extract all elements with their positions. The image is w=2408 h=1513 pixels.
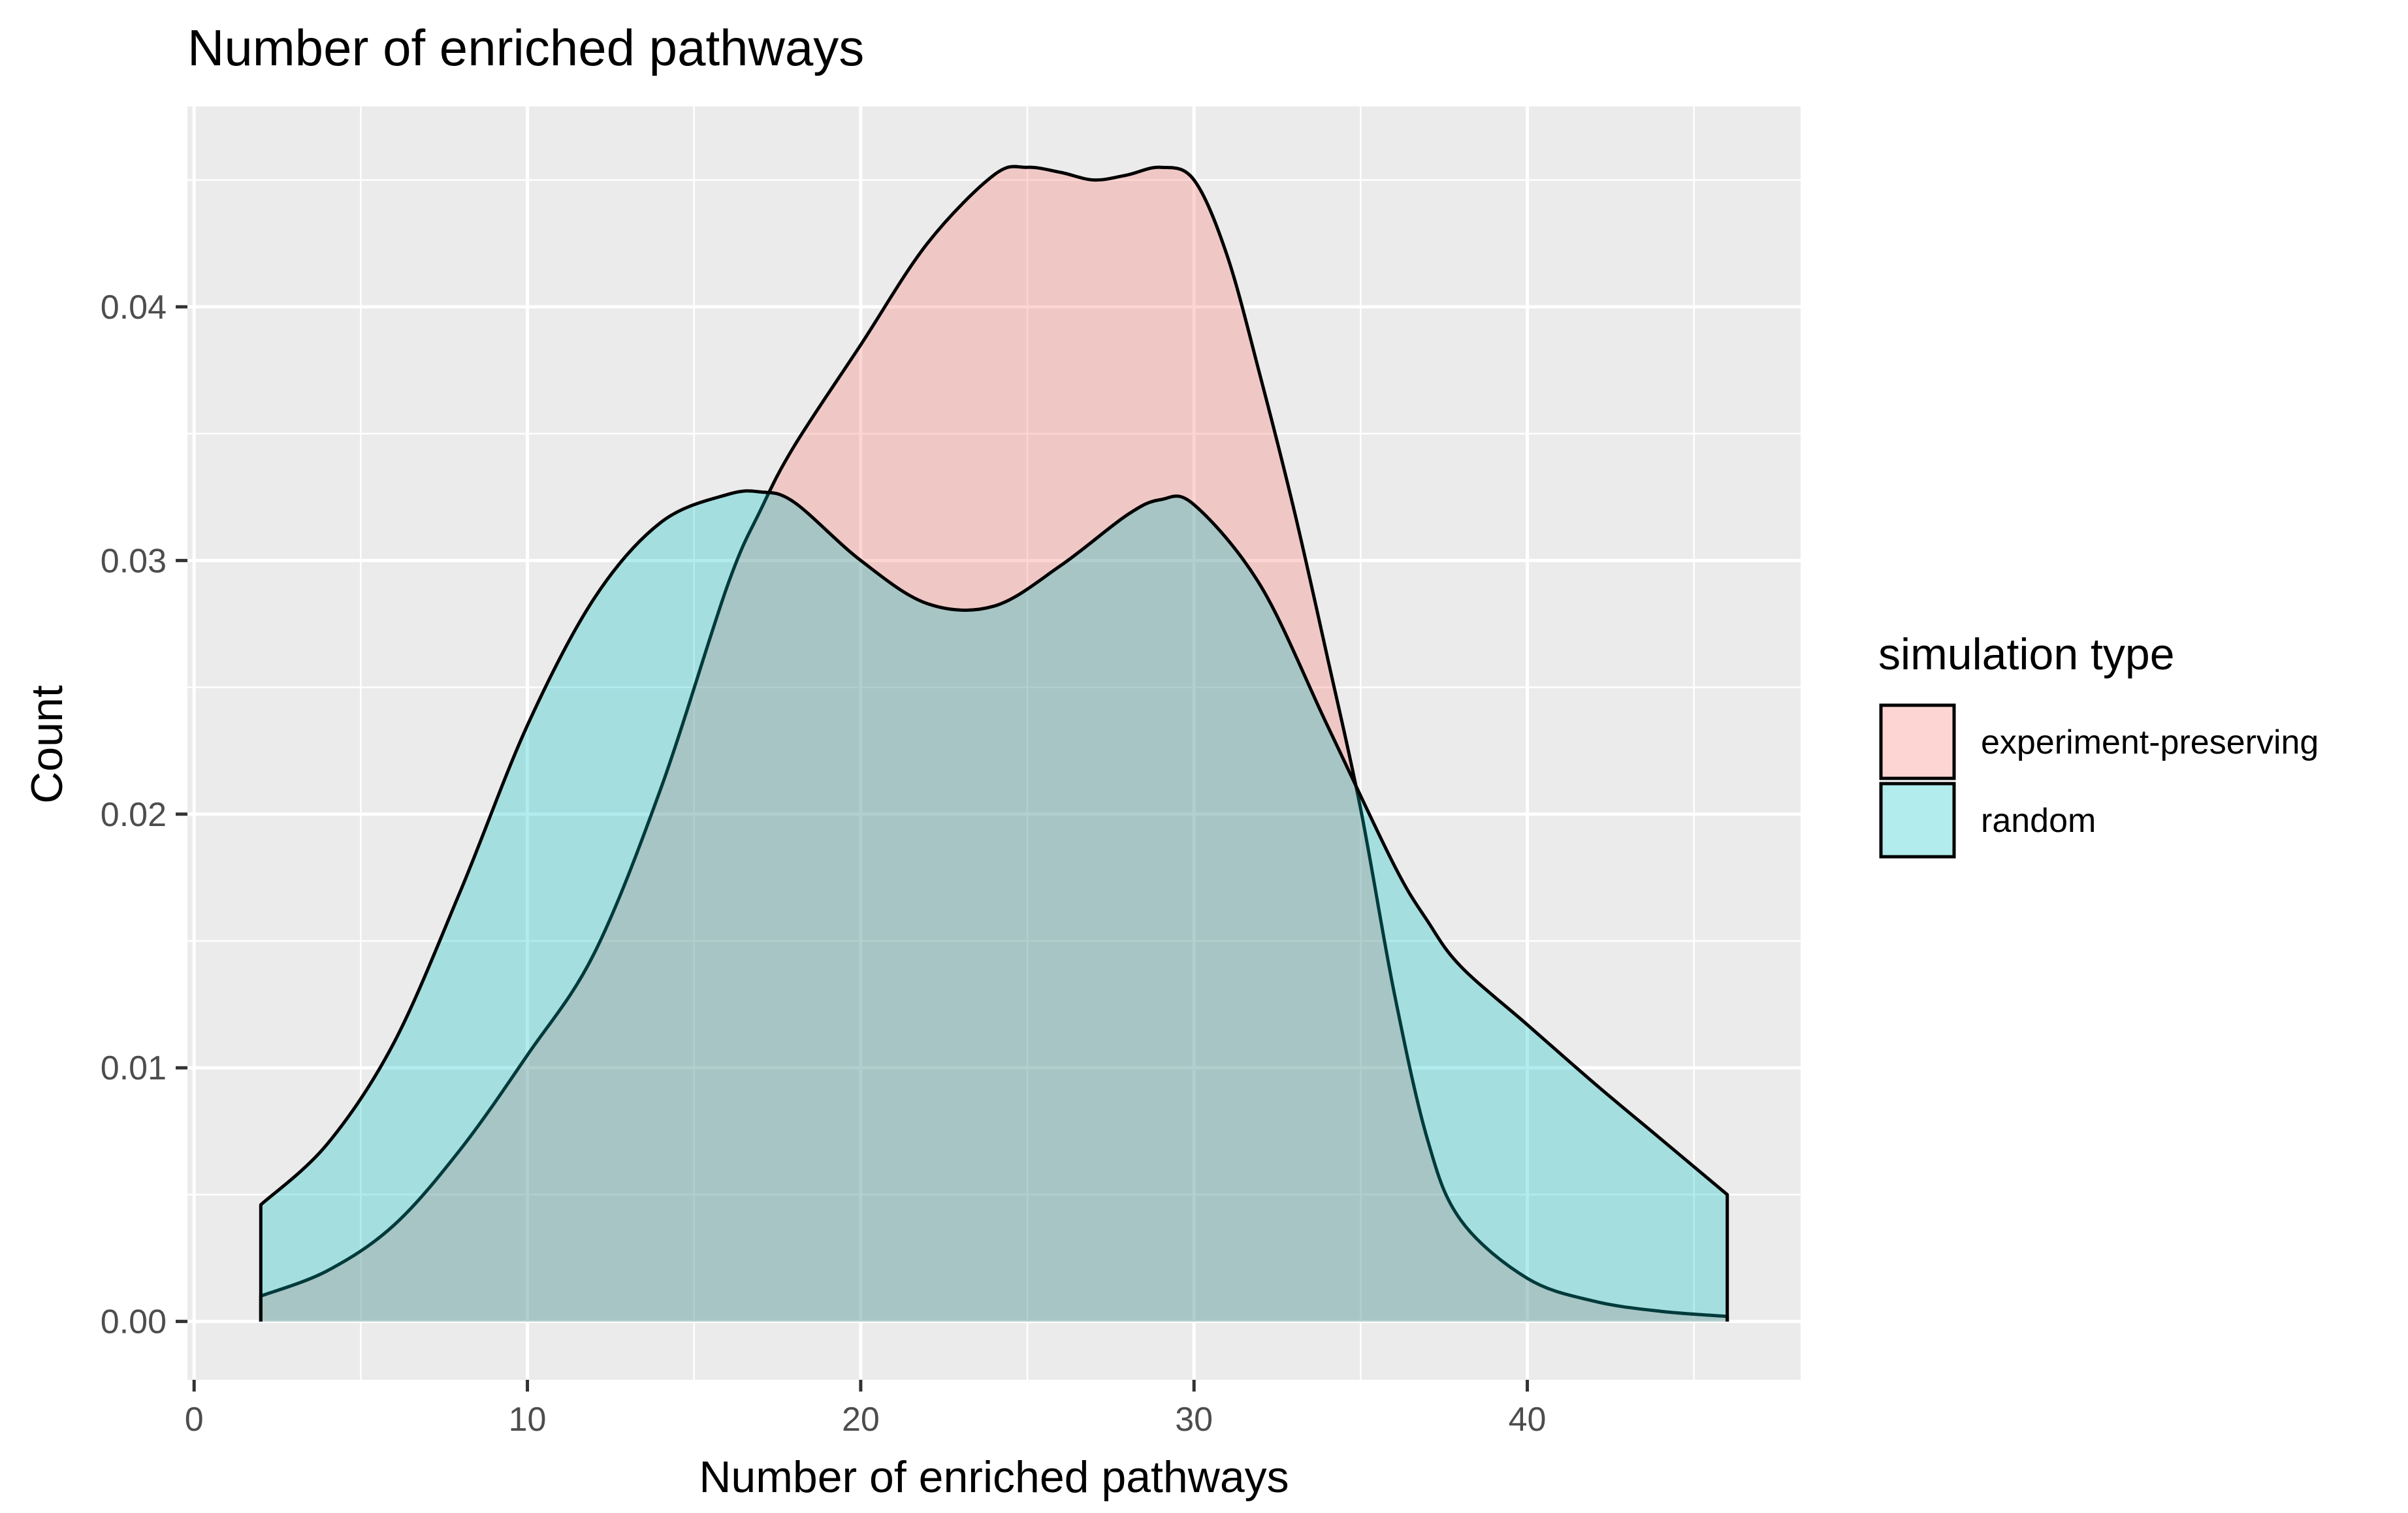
legend-key-random (1879, 782, 1956, 859)
y-tick-label: 0.00 (101, 1303, 167, 1341)
density-series (259, 165, 1729, 1322)
legend-title: simulation type (1878, 629, 2175, 679)
minor-gridlines (187, 106, 1801, 1380)
axis-ticks (176, 305, 1530, 1392)
y-tick-label: 0.02 (101, 796, 167, 834)
y-axis-title: Count (22, 685, 72, 804)
legend-label-random: random (1981, 802, 2096, 840)
density-line-experiment-preserving (259, 165, 1729, 1322)
chart-title: Number of enriched pathways (187, 19, 864, 76)
legend-label-experiment-preserving: experiment-preserving (1981, 724, 2319, 761)
x-tick-label: 40 (1509, 1401, 1547, 1439)
x-tick-label: 0 (185, 1401, 204, 1439)
y-tick-label: 0.04 (101, 289, 167, 326)
legend: simulation type experiment-preserving ra… (1878, 629, 2319, 859)
plot-panel (187, 106, 1801, 1380)
x-tick-label: 30 (1175, 1401, 1213, 1439)
x-tick-label: 10 (509, 1401, 547, 1439)
density-area-experiment-preserving (261, 166, 1727, 1322)
legend-key-experiment-preserving (1879, 703, 1956, 780)
density-area-random (261, 490, 1727, 1322)
x-tick-label: 20 (842, 1401, 880, 1439)
y-tick-labels: 0.00 0.01 0.02 0.03 0.04 (101, 289, 167, 1341)
x-axis-title: Number of enriched pathways (699, 1452, 1289, 1502)
x-tick-labels: 0 10 20 30 40 (185, 1401, 1547, 1439)
y-tick-label: 0.01 (101, 1049, 167, 1087)
density-line-random (259, 489, 1729, 1322)
y-tick-label: 0.03 (101, 542, 167, 580)
major-gridlines (187, 106, 1801, 1380)
